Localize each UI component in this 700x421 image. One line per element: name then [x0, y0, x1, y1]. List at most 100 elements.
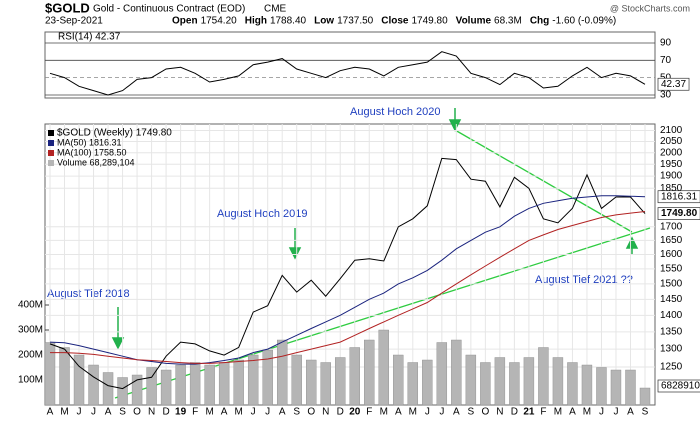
volume-bar	[494, 357, 506, 406]
x-tick-label: A	[627, 407, 634, 418]
end-label-box	[657, 207, 700, 220]
legend-label: $GOLD (Weekly) 1749.80	[57, 128, 172, 139]
volume-bar	[131, 374, 143, 406]
y-tick-label: 1650	[660, 235, 683, 246]
x-tick-label: S	[119, 407, 126, 418]
legend-swatch	[48, 140, 54, 146]
x-tick-label: M	[234, 407, 242, 418]
volume-bar	[451, 339, 462, 406]
volume-bar	[552, 357, 564, 406]
rsi-title: RSI(14) 42.37	[58, 32, 121, 43]
volume-bar	[73, 354, 85, 406]
x-tick-label: J	[439, 407, 444, 418]
end-label-box	[657, 77, 690, 91]
x-tick-label: J	[425, 407, 430, 418]
credit: @ StockCharts.com	[610, 3, 690, 13]
y-tick-label: 1600	[660, 249, 683, 260]
x-tick-label: S	[293, 407, 300, 418]
x-tick-label: M	[554, 407, 562, 418]
legend-label: MA(50) 1816.31	[57, 137, 122, 147]
series-line	[49, 51, 646, 96]
x-tick-label: A	[221, 407, 228, 418]
x-tick-label: J	[265, 407, 270, 418]
volume-bar	[59, 347, 70, 406]
volume-bar	[146, 367, 157, 406]
y-tick-label: 1500	[660, 279, 683, 290]
y-tick-label: 2100	[660, 125, 683, 136]
annotation: August Hoch 2020	[350, 106, 441, 118]
volume-bar	[465, 354, 477, 406]
volume-bar	[349, 347, 360, 406]
volume-bar	[581, 364, 593, 406]
volume-bar	[378, 329, 389, 406]
x-tick-label: M	[380, 407, 388, 418]
series-line	[50, 211, 646, 364]
end-label: 6828910	[661, 381, 700, 392]
y2-tick-label: 100M	[18, 375, 43, 386]
annotation: August Tief 2021 ??	[535, 274, 633, 286]
volume-bar	[44, 342, 56, 406]
stat-value: 1754.20	[201, 16, 238, 27]
volume-bar	[88, 364, 99, 406]
arrows	[111, 108, 639, 350]
x-tick-label: J	[613, 407, 618, 418]
stat-label: Low	[314, 16, 334, 27]
volume-bar	[523, 357, 535, 406]
volume-bar	[262, 349, 273, 406]
x-tick-label: A	[569, 407, 576, 418]
x-tick-label: D	[511, 407, 518, 418]
y2-tick-label: 400M	[18, 300, 43, 311]
y-tick-label: 1350	[660, 327, 683, 338]
volume-bar	[393, 354, 404, 406]
x-tick-label: S	[642, 407, 649, 418]
x-tick-label: J	[77, 407, 82, 418]
x-tick-label: M	[583, 407, 591, 418]
x-tick-label: O	[133, 407, 141, 418]
x-tick-label: F	[540, 407, 546, 418]
legend-swatch	[48, 130, 54, 136]
description: Gold - Continuous Contract (EOD)	[93, 4, 245, 15]
volume-bar	[233, 359, 244, 406]
x-tick-label: O	[307, 407, 315, 418]
x-tick-label: J	[599, 407, 604, 418]
symbol: $GOLD	[45, 0, 90, 15]
volume-bar	[160, 369, 172, 406]
x-tick-label: N	[496, 407, 503, 418]
date: 23-Sep-2021	[45, 16, 103, 27]
volume-bar	[407, 362, 419, 406]
y-tick-label: 2050	[660, 136, 683, 147]
end-label-box	[657, 379, 700, 393]
x-tick-label: N	[322, 407, 329, 418]
volume-bar	[538, 347, 549, 406]
annotation: August Tief 2018	[47, 288, 130, 300]
end-label: 1816.31	[661, 191, 698, 202]
x-tick-label: N	[148, 407, 155, 418]
volume-bar	[639, 387, 651, 406]
x-tick-label: D	[337, 407, 344, 418]
x-tick-label: A	[279, 407, 286, 418]
x-tick-label: A	[47, 407, 54, 418]
stat-value: 1749.80	[411, 16, 448, 27]
y-tick-label: 1400	[660, 310, 683, 321]
volume-bar	[291, 354, 302, 406]
volume-bar	[422, 359, 433, 406]
x-tick-label: A	[105, 407, 112, 418]
exchange: CME	[264, 4, 287, 15]
end-label: 42.37	[661, 79, 686, 90]
y-tick-label: 1900	[660, 171, 683, 182]
volume-bar	[189, 362, 201, 406]
y-tick-label: 1950	[660, 159, 683, 170]
legend-swatch	[48, 160, 54, 166]
volume-bar	[247, 354, 259, 406]
volume-bar	[625, 369, 636, 406]
volume-bar	[364, 339, 375, 406]
x-tick-label: A	[453, 407, 460, 418]
x-tick-label: D	[162, 407, 169, 418]
volume-bar	[218, 362, 230, 406]
y-tick-label: 1850	[660, 183, 683, 194]
volume-bar	[175, 364, 186, 406]
volume-bar	[480, 362, 491, 406]
stat-value: 68.3M	[494, 16, 522, 27]
stat-label: Open	[172, 16, 198, 27]
stat-label: Close	[381, 16, 409, 27]
